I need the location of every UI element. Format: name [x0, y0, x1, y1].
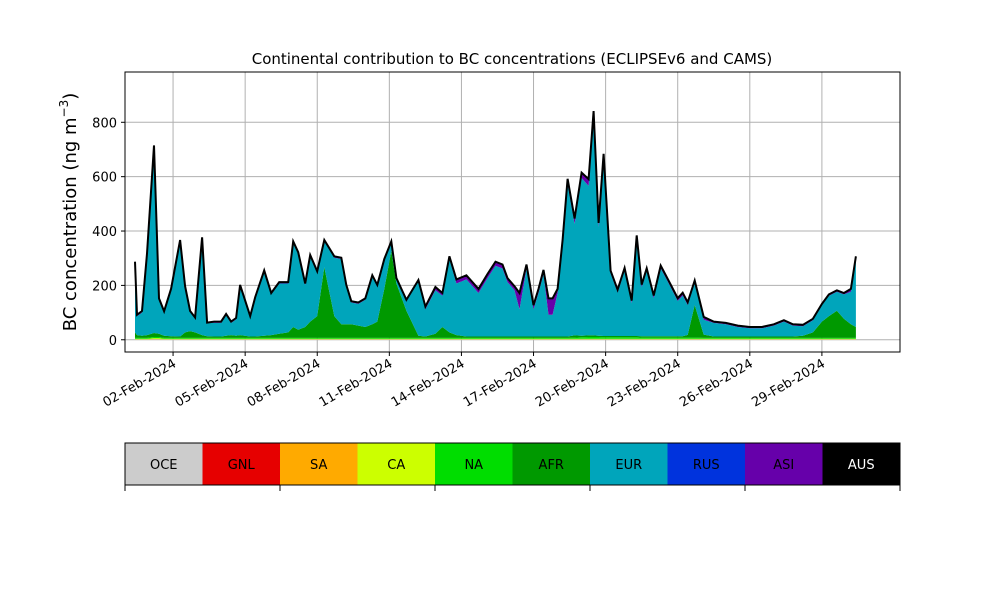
- legend-swatch-na: [435, 443, 513, 485]
- y-tick-label: 0: [109, 334, 117, 349]
- legend-label-ca: CA: [387, 458, 405, 473]
- total-outline: [134, 111, 857, 328]
- x-axis-ticks: 02-Feb-202405-Feb-202408-Feb-202411-Feb-…: [101, 352, 828, 410]
- y-tick-label: 400: [92, 225, 117, 240]
- legend-label-sa: SA: [310, 458, 327, 473]
- legend-swatch-ca: [357, 443, 435, 485]
- legend-swatch-eur: [590, 443, 668, 485]
- y-axis-label-main: BC concentration (ng m: [60, 117, 81, 331]
- area-sa: [135, 339, 856, 340]
- legend-label-afr: AFR: [539, 458, 564, 473]
- legend-frame: [124, 442, 901, 486]
- x-tick-label: 08-Feb-2024: [245, 356, 324, 410]
- legend-label-gnl: GNL: [228, 458, 256, 473]
- colorbar-legend: OCE GNL SA CA NA AFR EUR RUS ASI AUS: [124, 442, 901, 491]
- x-tick-label: 17-Feb-2024: [461, 356, 540, 410]
- area-series: [135, 111, 856, 340]
- x-tick-label: 20-Feb-2024: [533, 356, 612, 410]
- x-tick-label: 23-Feb-2024: [605, 356, 684, 410]
- legend-swatch-oce: [125, 443, 203, 485]
- legend-label-aus: AUS: [848, 458, 875, 473]
- y-axis-label-exponent: −3: [57, 100, 71, 118]
- x-tick-label: 05-Feb-2024: [173, 356, 252, 410]
- legend-swatch-aus: [822, 443, 900, 485]
- y-axis-label: BC concentration (ng m−3): [57, 93, 81, 332]
- y-tick-label: 200: [92, 279, 117, 294]
- grid-lines: [125, 72, 900, 352]
- legend-swatch-asi: [745, 443, 823, 485]
- x-tick-label: 11-Feb-2024: [317, 356, 396, 410]
- y-tick-label: 600: [92, 171, 117, 186]
- plot-frame: [124, 71, 901, 353]
- y-tick-label: 800: [92, 116, 117, 131]
- area-ca: [135, 338, 856, 340]
- x-tick-label: 26-Feb-2024: [677, 356, 756, 410]
- legend-swatch-gnl: [202, 443, 280, 485]
- legend-swatch-afr: [512, 443, 590, 485]
- x-tick-label: 02-Feb-2024: [101, 356, 180, 410]
- legend-swatch-sa: [280, 443, 358, 485]
- y-axis-label-close: ): [60, 93, 81, 100]
- legend-label-na: NA: [464, 458, 483, 473]
- area-na: [135, 337, 856, 339]
- x-tick-label: 14-Feb-2024: [389, 356, 468, 410]
- area-eur: [135, 117, 856, 337]
- x-tick-label: 29-Feb-2024: [749, 356, 828, 410]
- legend-label-eur: EUR: [615, 458, 642, 473]
- chart-title: Continental contribution to BC concentra…: [252, 50, 773, 68]
- legend-label-asi: ASI: [773, 458, 794, 473]
- legend-label-oce: OCE: [150, 458, 178, 473]
- legend-swatch-rus: [667, 443, 745, 485]
- y-axis-ticks: 0 200 400 600 800: [92, 116, 125, 349]
- legend-label-rus: RUS: [693, 458, 720, 473]
